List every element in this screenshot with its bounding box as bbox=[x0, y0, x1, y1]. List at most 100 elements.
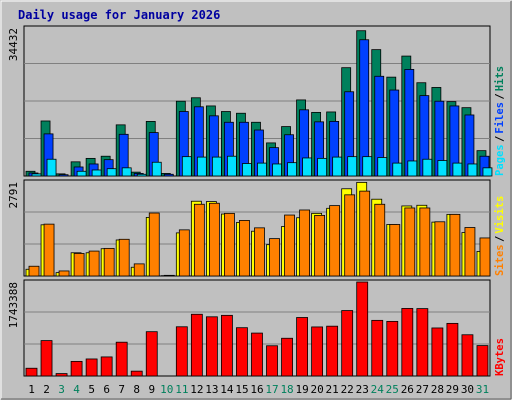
x-tick-label: 23 bbox=[356, 383, 369, 396]
bar-pages-day-12 bbox=[196, 156, 207, 177]
x-tick-label: 6 bbox=[103, 383, 110, 396]
bar-pages-day-11 bbox=[181, 156, 192, 177]
bar-pages-day-5 bbox=[91, 169, 102, 177]
bar-kbytes-day-12 bbox=[190, 313, 203, 377]
x-tick-label: 21 bbox=[326, 383, 339, 396]
bar-sites-day-20 bbox=[314, 214, 326, 277]
bar-kbytes-day-31 bbox=[476, 345, 489, 377]
x-tick-label: 10 bbox=[160, 383, 173, 396]
bar-sites-day-18 bbox=[284, 214, 295, 277]
x-tick-label: 5 bbox=[88, 383, 95, 396]
x-tick-label: 31 bbox=[476, 383, 489, 396]
x-tick-label: 11 bbox=[175, 383, 188, 396]
bar-kbytes-day-9 bbox=[145, 331, 158, 377]
bar-sites-day-5 bbox=[88, 250, 100, 277]
bar-files-day-3 bbox=[58, 174, 69, 177]
bar-kbytes-day-13 bbox=[205, 316, 218, 377]
bar-pages-day-19 bbox=[302, 157, 312, 177]
bar-kbytes-day-25 bbox=[386, 320, 399, 377]
chart-title: Daily usage for January 2026 bbox=[18, 8, 220, 22]
bar-sites-day-14 bbox=[224, 212, 235, 277]
x-tick-label: 30 bbox=[461, 383, 474, 396]
x-tick-label: 16 bbox=[250, 383, 263, 396]
bar-kbytes-day-26 bbox=[401, 308, 414, 377]
bar-files-day-10 bbox=[163, 173, 174, 177]
bar-sites-day-17 bbox=[269, 238, 280, 277]
bar-kbytes-day-27 bbox=[416, 308, 429, 377]
x-tick-label: 22 bbox=[341, 383, 354, 396]
bar-pages-day-22 bbox=[347, 156, 358, 177]
bar-kbytes-day-22 bbox=[341, 310, 354, 377]
bar-kbytes-day-16 bbox=[251, 332, 263, 377]
bar-pages-day-1 bbox=[31, 173, 42, 177]
x-tick-label: 26 bbox=[401, 383, 414, 396]
bar-sites-day-27 bbox=[419, 207, 431, 277]
x-tick-label: 7 bbox=[118, 383, 125, 396]
bar-sites-day-22 bbox=[344, 194, 356, 277]
bar-pages-day-6 bbox=[106, 168, 117, 177]
legend-hits: Hits bbox=[494, 66, 506, 91]
bar-kbytes-day-6 bbox=[100, 356, 113, 377]
bar-kbytes-day-2 bbox=[40, 340, 53, 377]
bar-kbytes-day-19 bbox=[296, 317, 308, 377]
x-tick-label: 2 bbox=[43, 383, 50, 396]
bar-kbytes-day-3 bbox=[55, 373, 68, 377]
bar-kbytes-day-20 bbox=[311, 326, 324, 377]
bar-pages-day-21 bbox=[332, 156, 343, 177]
x-tick-label: 19 bbox=[295, 383, 308, 396]
bar-pages-day-14 bbox=[227, 155, 237, 177]
x-tick-label: 8 bbox=[133, 383, 140, 396]
bar-kbytes-day-4 bbox=[70, 360, 83, 377]
bar-pages-day-28 bbox=[437, 160, 448, 177]
bar-sites-day-2 bbox=[43, 223, 55, 277]
bar-pages-day-16 bbox=[257, 162, 267, 177]
bar-kbytes-day-8 bbox=[130, 370, 143, 377]
x-tick-label: 14 bbox=[220, 383, 234, 396]
bar-pages-day-9 bbox=[151, 161, 162, 177]
bar-kbytes-day-23 bbox=[356, 281, 369, 377]
x-tick-label: 24 bbox=[371, 383, 385, 396]
x-tick-label: 29 bbox=[446, 383, 459, 396]
bar-sites-day-19 bbox=[299, 209, 310, 277]
bar-sites-day-6 bbox=[103, 247, 115, 277]
bar-sites-day-16 bbox=[254, 227, 265, 277]
bar-pages-day-18 bbox=[287, 162, 297, 177]
x-tick-label: 27 bbox=[416, 383, 429, 396]
bar-kbytes-day-7 bbox=[115, 341, 128, 377]
x-tick-label: 1 bbox=[28, 383, 35, 396]
bar-sites-day-24 bbox=[374, 203, 386, 277]
bar-sites-day-15 bbox=[239, 220, 250, 277]
bar-sites-day-29 bbox=[449, 213, 461, 277]
bar-sites-day-10 bbox=[163, 274, 175, 277]
bar-kbytes-day-5 bbox=[85, 358, 98, 377]
bar-sites-day-31 bbox=[479, 237, 491, 277]
legend-files: Files bbox=[494, 102, 506, 134]
bar-sites-day-7 bbox=[118, 238, 130, 277]
x-tick-label: 3 bbox=[58, 383, 65, 396]
bar-pages-day-7 bbox=[121, 167, 132, 177]
bar-sites-day-26 bbox=[404, 207, 416, 277]
bar-kbytes-day-21 bbox=[326, 325, 339, 377]
bar-files-day-26 bbox=[404, 69, 415, 177]
bar-pages-day-23 bbox=[362, 156, 373, 177]
bar-pages-day-15 bbox=[242, 163, 252, 177]
bar-kbytes-day-18 bbox=[281, 337, 293, 377]
legend-kbytes: KBytes bbox=[494, 338, 506, 376]
bar-sites-day-11 bbox=[178, 229, 190, 277]
bar-sites-day-4 bbox=[73, 253, 85, 277]
x-tick-label: 28 bbox=[431, 383, 444, 396]
bar-pages-day-24 bbox=[377, 157, 388, 177]
bar-pages-day-31 bbox=[482, 167, 493, 177]
legend-separator: / bbox=[494, 236, 506, 242]
x-tick-label: 17 bbox=[265, 383, 278, 396]
bar-kbytes-day-28 bbox=[431, 327, 444, 377]
bar-files-day-23 bbox=[359, 39, 370, 177]
bar-sites-day-12 bbox=[193, 203, 205, 277]
bar-sites-day-23 bbox=[359, 190, 371, 277]
x-tick-label: 4 bbox=[73, 383, 80, 396]
bar-sites-day-9 bbox=[148, 212, 160, 277]
bar-pages-day-29 bbox=[452, 162, 463, 177]
x-tick-label: 20 bbox=[311, 383, 324, 396]
bar-pages-day-13 bbox=[211, 156, 222, 177]
bar-sites-day-3 bbox=[58, 270, 70, 277]
